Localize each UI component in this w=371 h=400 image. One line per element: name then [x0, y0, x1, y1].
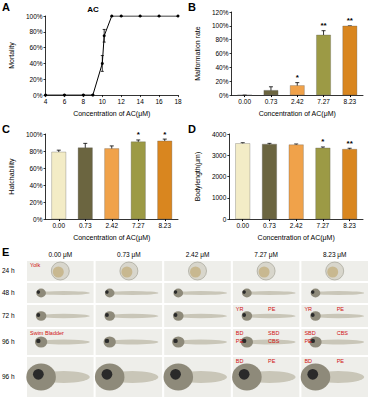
svg-text:**: **: [320, 21, 327, 30]
svg-text:PE: PE: [268, 306, 276, 312]
svg-text:Mortality: Mortality: [8, 42, 16, 69]
svg-text:16: 16: [155, 98, 163, 105]
svg-text:8.23 μM: 8.23 μM: [323, 251, 347, 259]
svg-text:2.42: 2.42: [105, 222, 118, 229]
svg-text:7.27 μM: 7.27 μM: [254, 251, 278, 259]
svg-text:40%: 40%: [30, 182, 43, 189]
svg-text:8.23: 8.23: [343, 222, 356, 229]
svg-text:8.23: 8.23: [158, 222, 171, 229]
svg-text:D: D: [188, 123, 196, 135]
svg-text:14: 14: [137, 98, 145, 105]
svg-text:40%: 40%: [30, 60, 43, 67]
svg-text:Malformation rate: Malformation rate: [194, 26, 201, 81]
svg-text:96 h: 96 h: [2, 338, 15, 345]
svg-text:4: 4: [44, 98, 48, 105]
svg-text:PE: PE: [304, 338, 312, 344]
svg-text:120%: 120%: [212, 9, 229, 16]
svg-text:0.73 μM: 0.73 μM: [117, 251, 141, 259]
svg-text:6: 6: [63, 98, 67, 105]
svg-text:Yolk: Yolk: [30, 262, 40, 268]
svg-text:**: **: [347, 16, 354, 25]
svg-text:60%: 60%: [216, 50, 229, 57]
svg-text:100%: 100%: [26, 131, 43, 138]
svg-text:3000: 3000: [212, 152, 227, 159]
svg-text:8: 8: [82, 98, 86, 105]
svg-text:0.73: 0.73: [79, 222, 92, 229]
svg-text:1000: 1000: [212, 194, 227, 201]
svg-text:C: C: [2, 123, 10, 135]
svg-text:BD: BD: [236, 330, 244, 336]
svg-text:0.00: 0.00: [236, 222, 249, 229]
svg-text:AC: AC: [87, 5, 99, 14]
svg-text:0%: 0%: [33, 92, 43, 99]
svg-text:0.00 μM: 0.00 μM: [48, 251, 72, 259]
svg-text:*: *: [137, 130, 141, 139]
svg-text:PE: PE: [268, 358, 276, 364]
svg-text:B: B: [188, 1, 196, 13]
svg-text:Concentration of AC(μM): Concentration of AC(μM): [73, 234, 150, 242]
svg-text:*: *: [296, 73, 300, 82]
svg-text:CBS: CBS: [337, 330, 349, 336]
svg-text:SBD: SBD: [304, 330, 315, 336]
svg-text:7.27: 7.27: [317, 222, 330, 229]
svg-text:*: *: [163, 130, 167, 139]
svg-text:7.27: 7.27: [317, 98, 330, 105]
svg-text:Hatchability: Hatchability: [8, 158, 16, 195]
svg-text:0%: 0%: [219, 92, 229, 99]
svg-text:60%: 60%: [30, 165, 43, 172]
svg-text:60%: 60%: [30, 44, 43, 51]
svg-text:0.00: 0.00: [52, 222, 65, 229]
svg-text:E: E: [2, 246, 9, 258]
svg-text:2.42 μM: 2.42 μM: [186, 251, 210, 259]
svg-text:4000: 4000: [212, 131, 227, 138]
svg-text:PE: PE: [337, 306, 345, 312]
svg-text:**: **: [347, 139, 354, 148]
svg-text:100%: 100%: [212, 22, 229, 29]
svg-text:2.42: 2.42: [291, 98, 304, 105]
svg-text:A: A: [2, 1, 10, 13]
svg-text:24 h: 24 h: [2, 267, 15, 274]
svg-text:2.42: 2.42: [290, 222, 303, 229]
svg-text:BD: BD: [304, 358, 312, 364]
svg-text:20%: 20%: [216, 78, 229, 85]
svg-text:2000: 2000: [212, 173, 227, 180]
svg-text:0.73: 0.73: [265, 98, 278, 105]
svg-text:8.23: 8.23: [344, 98, 357, 105]
svg-text:20%: 20%: [30, 76, 43, 83]
svg-text:0.73: 0.73: [263, 222, 276, 229]
svg-text:80%: 80%: [30, 148, 43, 155]
svg-text:72 h: 72 h: [2, 312, 15, 319]
svg-text:10: 10: [99, 98, 107, 105]
svg-text:YR: YR: [236, 306, 244, 312]
svg-text:7.27: 7.27: [132, 222, 145, 229]
svg-text:20%: 20%: [30, 199, 43, 206]
svg-text:18: 18: [174, 98, 182, 105]
svg-text:100%: 100%: [26, 13, 43, 20]
svg-text:Concentration of AC(μM): Concentration of AC(μM): [259, 110, 336, 118]
svg-text:0.00: 0.00: [238, 98, 251, 105]
svg-text:12: 12: [118, 98, 126, 105]
svg-text:80%: 80%: [30, 28, 43, 35]
svg-text:PE: PE: [337, 358, 345, 364]
svg-text:SBD: SBD: [268, 330, 279, 336]
svg-text:Concentration of AC(μM): Concentration of AC(μM): [73, 110, 150, 118]
svg-text:96 h: 96 h: [2, 373, 15, 380]
svg-text:Swim Bladder: Swim Bladder: [30, 330, 64, 336]
svg-text:PE: PE: [236, 338, 244, 344]
svg-text:BD: BD: [236, 358, 244, 364]
svg-text:48 h: 48 h: [2, 289, 15, 296]
svg-text:CBS: CBS: [268, 338, 280, 344]
svg-text:Bodylength(μm): Bodylength(μm): [194, 152, 202, 202]
svg-text:YR: YR: [304, 306, 312, 312]
svg-text:Concentration of AC(μM): Concentration of AC(μM): [258, 234, 335, 242]
svg-text:*: *: [321, 137, 325, 146]
svg-text:0%: 0%: [33, 216, 43, 223]
svg-text:80%: 80%: [216, 36, 229, 43]
svg-text:0: 0: [223, 216, 227, 223]
svg-text:40%: 40%: [216, 64, 229, 71]
